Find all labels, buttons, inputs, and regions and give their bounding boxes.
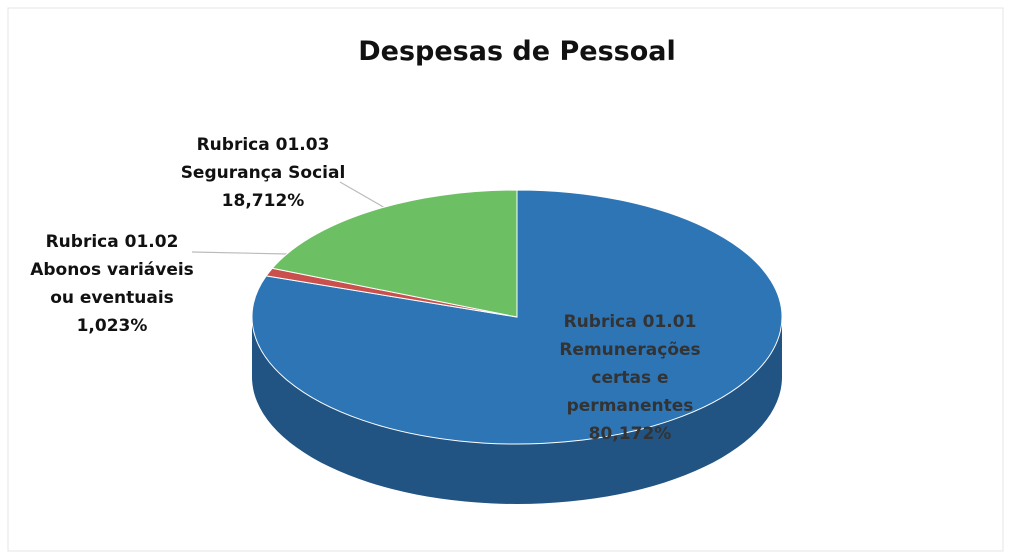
label-line: Remunerações [559, 340, 700, 360]
chart-title: Despesas de Pessoal [358, 36, 676, 67]
label-line: ou eventuais [50, 288, 174, 308]
label-line: Rubrica 01.01 [564, 312, 697, 332]
label-line: certas e [591, 368, 668, 388]
value-label: 1,023% [77, 316, 148, 336]
label-line: Segurança Social [181, 163, 346, 183]
value-label: 18,712% [222, 191, 305, 211]
slice-label: Rubrica 01.03 Segurança Social [181, 135, 346, 183]
pie-side [252, 317, 782, 504]
value-label: 80,172% [589, 424, 672, 444]
label-line: Rubrica 01.02 [46, 232, 179, 252]
pie-slice [271, 189, 518, 318]
label-line: Rubrica 01.03 [197, 135, 330, 155]
slice-label: Rubrica 01.02 Abonos variáveis ou eventuai… [30, 232, 194, 308]
slice-label: Rubrica 01.01 Remunerações certas e permane… [559, 312, 700, 416]
label-line: permanentes [567, 396, 694, 416]
label-line: Abonos variáveis [30, 260, 194, 280]
leader-line [191, 251, 288, 255]
